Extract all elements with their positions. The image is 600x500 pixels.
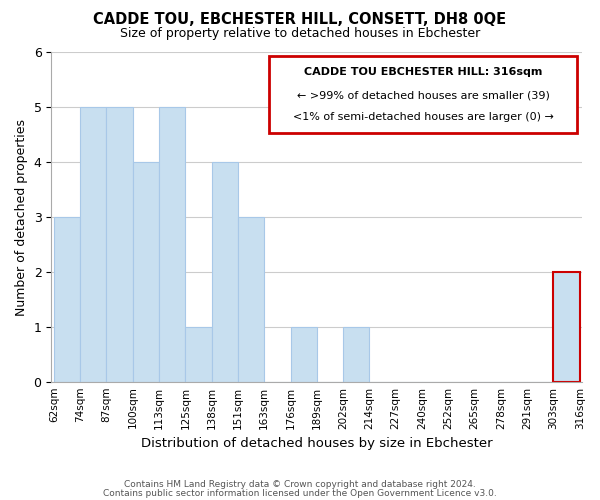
FancyBboxPatch shape [269, 56, 577, 133]
Text: ← >99% of detached houses are smaller (39): ← >99% of detached houses are smaller (3… [296, 90, 550, 101]
Bar [290, 327, 317, 382]
Y-axis label: Number of detached properties: Number of detached properties [15, 118, 28, 316]
Text: CADDE TOU, EBCHESTER HILL, CONSETT, DH8 0QE: CADDE TOU, EBCHESTER HILL, CONSETT, DH8 … [94, 12, 506, 28]
Bar [185, 327, 212, 382]
Bar [343, 327, 370, 382]
Bar [54, 217, 80, 382]
Bar [159, 108, 185, 382]
Bar [106, 108, 133, 382]
Bar [553, 272, 580, 382]
Bar [80, 108, 106, 382]
Text: Contains public sector information licensed under the Open Government Licence v3: Contains public sector information licen… [103, 490, 497, 498]
X-axis label: Distribution of detached houses by size in Ebchester: Distribution of detached houses by size … [141, 437, 493, 450]
Text: CADDE TOU EBCHESTER HILL: 316sqm: CADDE TOU EBCHESTER HILL: 316sqm [304, 68, 542, 78]
Bar [133, 162, 159, 382]
Text: <1% of semi-detached houses are larger (0) →: <1% of semi-detached houses are larger (… [293, 112, 553, 122]
Text: Contains HM Land Registry data © Crown copyright and database right 2024.: Contains HM Land Registry data © Crown c… [124, 480, 476, 489]
Bar [238, 217, 264, 382]
Bar [212, 162, 238, 382]
Text: Size of property relative to detached houses in Ebchester: Size of property relative to detached ho… [120, 28, 480, 40]
